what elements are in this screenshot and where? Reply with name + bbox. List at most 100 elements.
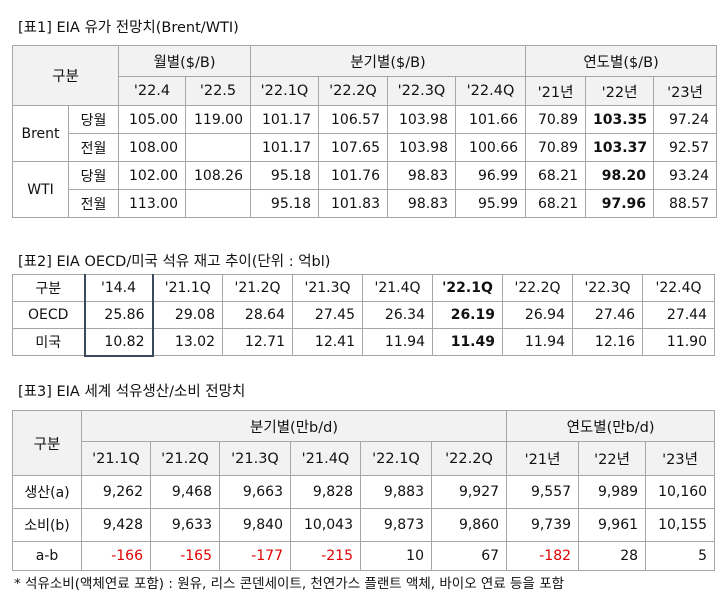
table-cell: '22년: [578, 441, 647, 476]
table-cell: '21.1Q: [81, 441, 151, 476]
table-cell: '21.3Q: [292, 274, 363, 302]
table-cell: 28.64: [222, 301, 293, 329]
table-cell: 전월: [68, 189, 119, 218]
table-row: 구분 월별($/B) 분기별($/B) 연도별($/B): [12, 45, 718, 106]
table-cell: 26.19: [432, 301, 503, 329]
table-title: [표2] EIA OECD/미국 석유 재고 추이(단위 : 억bl): [18, 254, 331, 270]
table-cell: 67: [430, 541, 508, 571]
table-cell: WTI: [12, 161, 69, 218]
table-cell: 10,160: [645, 475, 716, 509]
table-cell: 105.00: [118, 105, 186, 134]
table-row: a-b -166 -165 -177 -215 10 67 -182 28 5: [12, 541, 716, 571]
table-cell: 9,557: [506, 475, 580, 509]
table-title: [표3] EIA 세계 석유생산/소비 전망치: [18, 384, 246, 400]
table-title: [표1] EIA 유가 전망치(Brent/WTI): [18, 20, 239, 36]
table: 구분 분기별(만b/d) 연도별(만b/d) '21.1Q '21.2Q '21.3Q '2…: [12, 410, 716, 571]
table-cell: -215: [290, 541, 361, 571]
table-cell: '22.3Q: [572, 274, 643, 302]
table-cell: 28: [578, 541, 647, 571]
table-row: Brent 당월 105.00 119.00 101.17 106.57 103.98 101…: [12, 105, 718, 162]
table-cell: 9,860: [430, 508, 508, 542]
table-cell: 70.89: [525, 105, 587, 134]
table-cell: '22.4Q: [454, 76, 527, 106]
table-cell: 93.24: [653, 161, 718, 190]
table-cell: '21.4Q: [362, 274, 433, 302]
table-cell: '21.2Q: [222, 274, 293, 302]
table-cell: '22.1Q: [250, 76, 319, 106]
table-cell: 구분: [12, 410, 82, 476]
table-cell: 95.18: [250, 161, 319, 190]
table-row: 전월 108.00 101.17 107.65 103.98 100.66 70.89 103…: [13, 133, 718, 162]
table-cell: 12.41: [292, 328, 363, 356]
table-cell: -165: [150, 541, 220, 571]
table-cell: 분기별(만b/d): [80, 410, 508, 442]
table-row: 미국 10.82 13.02 12.71 12.41 11.94 11.49 11.94 12.…: [12, 328, 715, 357]
table-cell: '22.5: [185, 76, 251, 106]
table-cell: 108.26: [185, 161, 251, 190]
table-cell: 당월: [68, 161, 119, 190]
table-cell: 9,633: [150, 508, 220, 542]
table-cell: 10.82: [83, 328, 154, 357]
table-cell: 101.83: [318, 189, 388, 218]
table-cell: '22.2Q: [502, 274, 573, 302]
table-cell: 26.34: [362, 301, 433, 329]
table-cell: 9,927: [430, 475, 508, 509]
table-cell: 27.44: [642, 301, 715, 329]
table-cell: 98.20: [585, 161, 655, 190]
table-cell: 11.90: [642, 328, 715, 356]
table-cell: 101.17: [250, 133, 319, 162]
table: 구분 월별($/B) 분기별($/B) 연도별($/B) '22.4'22.5'22.1…: [12, 45, 718, 218]
table-cell: 10,155: [645, 508, 716, 542]
table-cell: 101.76: [318, 161, 388, 190]
table-cell: 108.00: [118, 133, 186, 162]
table-cell: 9,961: [578, 508, 647, 542]
table-cell: 9,428: [81, 508, 151, 542]
table-cell: 11.49: [432, 328, 503, 356]
table-cell: -177: [219, 541, 291, 571]
table-cell: 95.99: [454, 189, 527, 218]
table: 구분 '14.4'21.1Q '21.2Q '21.3Q '21.4Q '22.1Q '22…: [12, 274, 715, 357]
table-cell: '22.2Q: [430, 441, 508, 476]
table-cell: 119.00: [185, 105, 251, 134]
table-cell: 25.86: [83, 301, 154, 329]
table-cell: 9,989: [578, 475, 647, 509]
table-cell: 생산(a): [12, 475, 82, 509]
table-cell: 98.83: [387, 189, 456, 218]
table-row: WTI 당월 102.00 108.26 95.18 101.76 98.83 96.99 68…: [12, 161, 718, 218]
table-cell: 103.35: [585, 105, 655, 134]
table-cell: 9,873: [360, 508, 432, 542]
table-cell: 전월: [68, 133, 119, 162]
table-cell: 9,883: [360, 475, 432, 509]
table-row: 구분 '14.4'21.1Q '21.2Q '21.3Q '21.4Q '22.1Q '22…: [12, 274, 715, 302]
table-cell: '22.1Q: [432, 274, 503, 302]
table-cell: 10: [360, 541, 432, 571]
table-cell: 95.18: [250, 189, 319, 218]
table-cell: -182: [506, 541, 580, 571]
table-cell: 9,663: [219, 475, 291, 509]
table-row: 소비(b) 9,428 9,633 9,840 10,043 9,873 9,860 9,73…: [12, 508, 716, 542]
table-cell: 98.83: [387, 161, 456, 190]
table-cell: 소비(b): [12, 508, 82, 542]
table-cell: 구분: [12, 45, 119, 106]
table-cell: 68.21: [525, 161, 587, 190]
table-cell: 102.00: [118, 161, 186, 190]
table-cell: '21년: [525, 76, 587, 106]
table-cell: 당월: [68, 105, 119, 134]
table-cell: '21.4Q: [290, 441, 361, 476]
table-cell: 103.98: [387, 133, 456, 162]
table-cell: 106.57: [318, 105, 388, 134]
table-cell: '21.2Q: [150, 441, 220, 476]
table-cell: '23년: [645, 441, 716, 476]
table-cell: 5: [645, 541, 716, 571]
table-cell: '21.1Q: [152, 274, 223, 302]
table-cell: '22.1Q: [360, 441, 432, 476]
table-cell: 88.57: [653, 189, 718, 218]
table-cell: 27.45: [292, 301, 363, 329]
table-cell: 13.02: [152, 328, 223, 356]
table-cell: '22.2Q: [318, 76, 388, 106]
table-cell: 연도별($/B): [525, 45, 718, 77]
table-row: 구분 분기별(만b/d) 연도별(만b/d): [12, 410, 716, 476]
table-cell: 12.16: [572, 328, 643, 356]
table-cell: 103.98: [387, 105, 456, 134]
